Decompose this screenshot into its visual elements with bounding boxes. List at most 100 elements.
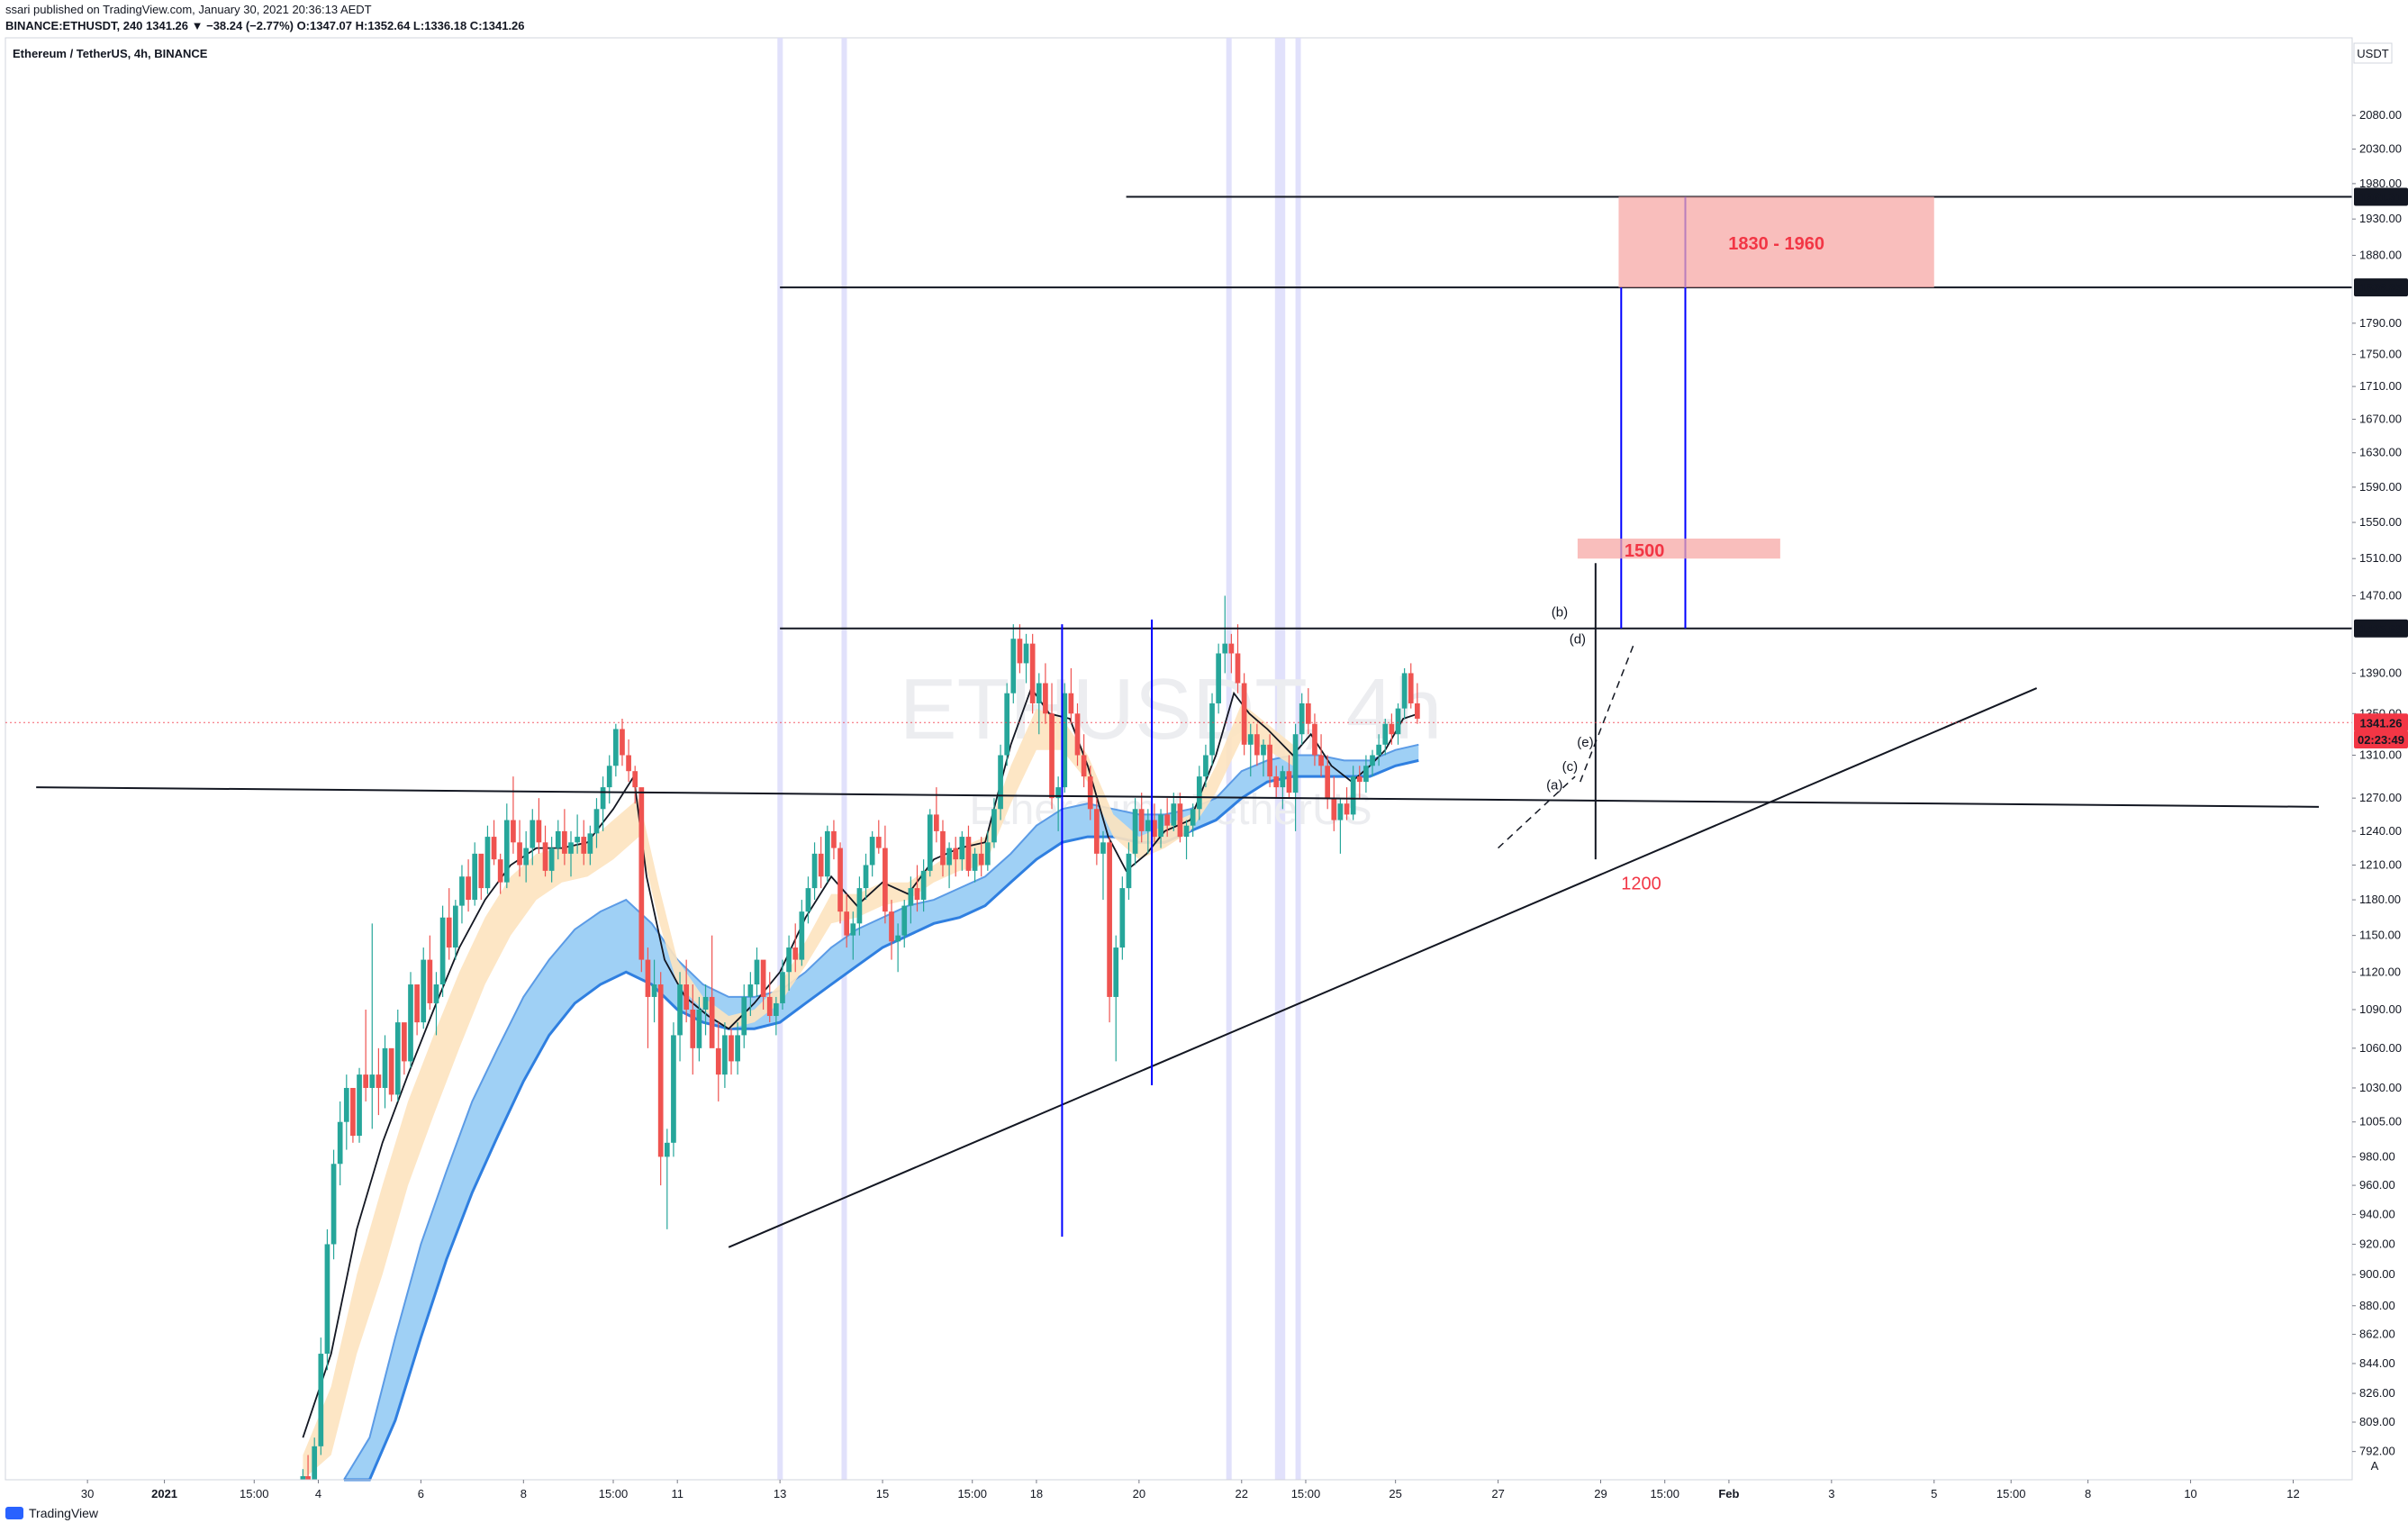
candle-body — [1094, 809, 1100, 854]
candle-body — [1087, 776, 1093, 810]
candle-body — [363, 1074, 369, 1088]
candle-body — [530, 820, 536, 848]
time-tick-label: 27 — [1491, 1487, 1504, 1500]
candle-body — [940, 830, 946, 866]
candle-body — [741, 996, 747, 1036]
candle-body — [1376, 744, 1381, 756]
candle-body — [638, 787, 645, 960]
candle-body — [312, 1446, 318, 1480]
currency-label: USDT — [2357, 47, 2388, 60]
price-tick-label: 1590.00 — [2359, 480, 2402, 494]
blue-band-upper-line — [343, 743, 1419, 1481]
auto-scale-icon[interactable]: A — [2371, 1459, 2379, 1473]
candle-body — [1318, 755, 1324, 766]
candle-body — [959, 837, 965, 860]
candle-body — [677, 984, 683, 1036]
candle-body — [972, 853, 978, 871]
time-axis[interactable]: 30 2021 15:00 4 6 8 15:00 11 13 15 15:00 18 20 22 15:0… — [81, 1480, 2300, 1500]
price-tick-label: 900.00 — [2359, 1267, 2395, 1281]
candle-body — [484, 837, 491, 889]
candle-body — [991, 809, 997, 843]
price-label-box — [2354, 619, 2408, 638]
target-box — [1618, 196, 1934, 288]
candle-body — [408, 984, 413, 1062]
candle-body — [869, 837, 875, 866]
wave-label: (b) — [1552, 605, 1568, 621]
price-tick-label: 940.00 — [2359, 1207, 2395, 1220]
time-tick-label: 4 — [315, 1487, 321, 1500]
wave-label: (c) — [1562, 759, 1579, 775]
time-tick-label: 18 — [1030, 1487, 1043, 1500]
candle-body — [305, 1476, 311, 1480]
highlight-band — [841, 38, 847, 1480]
target-box-label: 1830 - 1960 — [1728, 234, 1824, 254]
candle-body — [1241, 683, 1247, 745]
candle-body — [1113, 947, 1119, 997]
candle-body — [1004, 693, 1010, 756]
candle-body — [1183, 825, 1190, 838]
candle-body — [683, 984, 690, 1010]
currency-badge[interactable]: USDT — [2353, 42, 2393, 64]
candle-body — [818, 853, 824, 877]
candle-body — [1254, 734, 1260, 756]
price-tick-label: 1470.00 — [2359, 588, 2402, 602]
candle-body — [1158, 814, 1163, 838]
target-box-label: 1500 — [1625, 541, 1665, 561]
candle-body — [1363, 766, 1369, 783]
candle-body — [837, 848, 843, 912]
trend-line — [728, 687, 2038, 1248]
candle-body — [324, 1244, 330, 1355]
candle-body — [600, 787, 606, 810]
price-tick-label: 1710.00 — [2359, 379, 2402, 393]
candle-body — [729, 1035, 734, 1062]
candle-body — [844, 911, 850, 936]
candle-body — [318, 1354, 324, 1446]
time-tick-label: 13 — [774, 1487, 786, 1500]
candle-body — [850, 923, 856, 936]
candle-body — [1350, 776, 1356, 815]
candle-body — [1408, 673, 1414, 703]
candle-body — [747, 984, 754, 997]
price-tick-label: 1030.00 — [2359, 1081, 2402, 1094]
candle-body — [671, 1035, 676, 1143]
price-label-text: 1961.31 — [2360, 190, 2403, 204]
time-tick-label: 10 — [2184, 1487, 2196, 1500]
candle-body — [1312, 723, 1317, 756]
candle-body — [503, 820, 510, 883]
candle-body — [1126, 853, 1132, 889]
plot-frame — [5, 37, 2353, 1481]
price-tick-label: 1150.00 — [2359, 929, 2401, 942]
candle-body — [606, 766, 612, 788]
candle-body — [1273, 776, 1280, 788]
candle-body — [1267, 744, 1272, 777]
candle-body — [1074, 713, 1081, 756]
publication-header: ssari published on TradingView.com, Janu… — [5, 2, 525, 34]
candle-body — [439, 917, 446, 985]
candle-body — [548, 848, 555, 871]
candle-body — [908, 888, 914, 906]
candle-body — [536, 820, 542, 843]
wave-annotations: (a) (b) (c) (d) (e) 1200 — [1546, 605, 1661, 894]
time-tick-label: 15:00 — [1650, 1487, 1679, 1500]
price-tick-label: 1880.00 — [2359, 248, 2402, 261]
price-tick-label: 920.00 — [2359, 1237, 2395, 1250]
candle-body — [1177, 803, 1183, 838]
candle-body — [1203, 755, 1209, 777]
price-axis[interactable]: 2080.00 2030.00 1980.00 1930.00 1880.00 1790.… — [2352, 108, 2408, 1458]
watermark: ETHUSDT, 4h Ethereum / TetherUS — [900, 661, 1443, 834]
price-label-text: 02:23:49 — [2358, 733, 2404, 747]
candle-body — [1415, 703, 1420, 719]
price-tick-label: 2030.00 — [2359, 142, 2402, 156]
candle-body — [696, 1009, 702, 1048]
candle-body — [1292, 734, 1299, 793]
price-tick-label: 1180.00 — [2359, 893, 2401, 906]
candle-body — [1043, 683, 1048, 714]
candle-body — [1286, 771, 1292, 793]
price-label-box — [2354, 730, 2408, 749]
price-label-text: 1341.26 — [2360, 716, 2403, 730]
candle-body — [1325, 766, 1331, 799]
time-tick-label: 25 — [1389, 1487, 1401, 1500]
time-tick-label: 11 — [671, 1487, 683, 1500]
candle-body — [632, 771, 638, 788]
